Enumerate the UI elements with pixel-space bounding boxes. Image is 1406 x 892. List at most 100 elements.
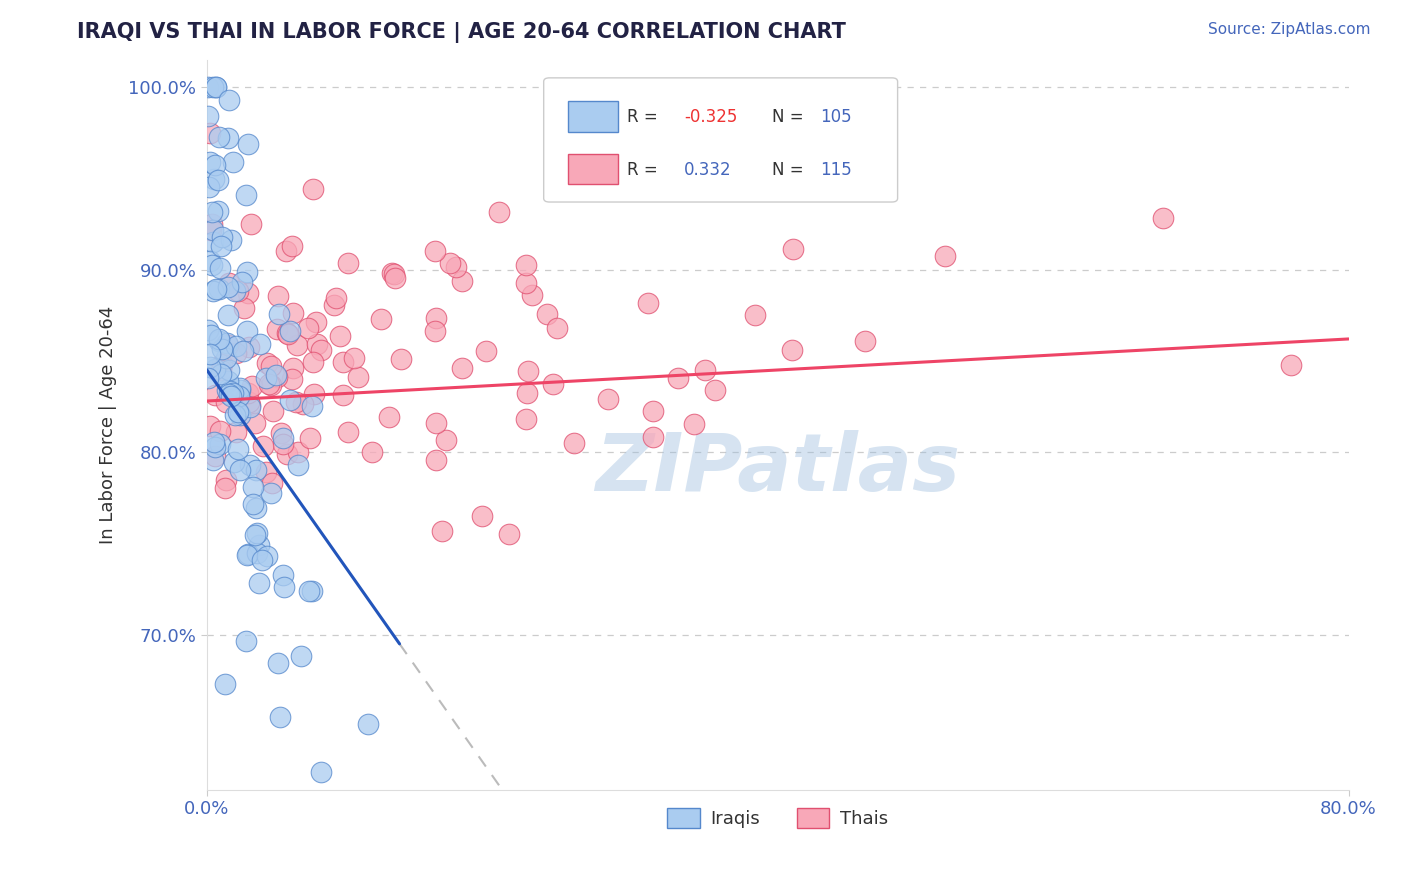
Point: [208, 130, 231, 145]
Point: [222, 155, 245, 169]
Point: [853, 334, 876, 348]
Point: [198, 418, 221, 433]
Point: [235, 325, 257, 339]
Point: [259, 378, 281, 392]
Point: [204, 388, 226, 402]
Point: [246, 526, 269, 541]
Point: [217, 131, 239, 145]
Point: [215, 335, 238, 350]
Point: [1152, 211, 1174, 225]
Point: [517, 364, 540, 378]
Text: 0.332: 0.332: [685, 161, 731, 179]
Point: [287, 458, 309, 472]
Point: [276, 326, 298, 340]
Point: [218, 93, 240, 107]
Point: [200, 327, 222, 342]
Point: [250, 553, 273, 567]
Text: R =: R =: [627, 108, 664, 127]
Point: [225, 425, 247, 439]
Point: [219, 384, 242, 398]
Point: [215, 473, 238, 487]
Point: [198, 347, 221, 361]
Point: [229, 381, 252, 395]
Point: [423, 324, 446, 338]
Point: [219, 233, 242, 247]
Point: [264, 368, 287, 382]
Point: [239, 400, 262, 414]
Point: [262, 404, 284, 418]
Point: [219, 389, 242, 403]
Point: [782, 343, 804, 357]
Point: [202, 434, 225, 449]
Point: [271, 436, 294, 450]
Point: [224, 408, 246, 422]
Point: [266, 369, 288, 384]
Point: [260, 359, 283, 373]
Point: [543, 376, 565, 391]
Point: [201, 258, 224, 272]
Point: [1281, 358, 1303, 372]
Point: [389, 352, 412, 367]
Point: [247, 575, 270, 590]
Point: [284, 394, 307, 409]
Point: [515, 276, 537, 290]
Point: [356, 717, 378, 731]
Point: [281, 305, 304, 319]
Point: [225, 339, 247, 353]
Point: [281, 360, 304, 375]
Point: [337, 256, 360, 270]
Point: [304, 315, 326, 329]
Point: [260, 486, 283, 500]
Point: [641, 430, 664, 444]
Point: [225, 346, 247, 360]
Point: [302, 387, 325, 401]
Point: [208, 282, 231, 296]
Point: [343, 351, 366, 366]
Point: [249, 336, 271, 351]
Point: [245, 416, 267, 430]
Point: [240, 378, 263, 392]
Point: [281, 372, 304, 386]
Point: [198, 155, 221, 169]
Point: [232, 343, 254, 358]
Point: [267, 289, 290, 303]
Point: [205, 80, 228, 95]
Point: [309, 343, 332, 357]
Point: [325, 291, 347, 305]
Point: [217, 308, 239, 322]
Point: [323, 298, 346, 312]
Point: [218, 387, 240, 401]
Text: R =: R =: [627, 161, 668, 179]
Point: [278, 324, 301, 338]
Point: [211, 357, 233, 371]
Point: [274, 244, 297, 258]
Point: [232, 301, 254, 316]
Point: [202, 172, 225, 186]
Point: [201, 222, 224, 236]
Point: [235, 633, 257, 648]
Point: [370, 312, 392, 326]
Point: [273, 580, 295, 594]
Point: [236, 137, 259, 152]
Point: [217, 374, 239, 388]
Point: [247, 538, 270, 552]
Point: [301, 584, 323, 599]
Point: [704, 384, 727, 398]
Point: [197, 323, 219, 337]
Point: [208, 332, 231, 346]
Point: [246, 546, 269, 560]
Point: [254, 371, 277, 385]
Point: [239, 458, 262, 472]
Point: [229, 408, 252, 422]
Point: [256, 356, 278, 370]
Point: [197, 109, 219, 123]
Point: [209, 239, 232, 253]
Point: [641, 404, 664, 418]
Point: [202, 235, 225, 249]
Point: [201, 285, 224, 299]
Point: [211, 230, 233, 244]
Point: [254, 465, 277, 479]
Point: [271, 431, 294, 445]
Point: [291, 397, 314, 411]
Point: [242, 480, 264, 494]
